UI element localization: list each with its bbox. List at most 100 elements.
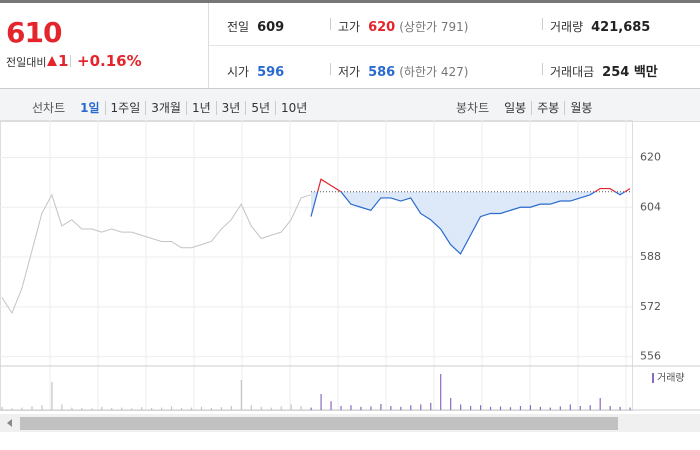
tab-group: 봉차트 일봉 주봉 월봉 xyxy=(456,97,598,116)
volume-bar xyxy=(81,408,83,410)
volume-bar xyxy=(51,382,53,410)
volume-bar xyxy=(370,406,372,410)
tab-label: 선차트 xyxy=(32,101,66,115)
volume-bar xyxy=(320,394,322,410)
price-line xyxy=(1,193,312,315)
volume-bar xyxy=(470,406,472,410)
plot-frame xyxy=(0,120,633,411)
volume-bar xyxy=(489,406,492,410)
volume-bar xyxy=(131,408,133,410)
change-rate: +0.16% xyxy=(77,52,142,70)
volume-bar xyxy=(609,406,611,410)
up-icon xyxy=(47,56,57,66)
info-item: 저가 586 (하한가 427) xyxy=(338,61,468,80)
volume-bar xyxy=(190,407,193,410)
volume-bar xyxy=(61,404,63,410)
volume-bar xyxy=(569,404,571,410)
scroll-thumb[interactable] xyxy=(20,417,618,430)
info-label: 전일 xyxy=(227,20,250,34)
volume-bar xyxy=(519,406,522,410)
volume-bar xyxy=(420,404,422,410)
volume-bar xyxy=(270,407,272,410)
volume-bar xyxy=(220,407,223,410)
info-item: 고가 620 (상한가 791) xyxy=(338,16,468,35)
volume-bar xyxy=(430,402,432,410)
volume-bar xyxy=(539,406,541,410)
change-label: 전일대비 xyxy=(6,56,47,69)
volume-bar xyxy=(450,398,452,410)
volume-bar xyxy=(240,380,242,410)
volume-bar xyxy=(559,406,561,410)
divider xyxy=(208,3,209,88)
volume-bar xyxy=(151,408,153,410)
tab[interactable]: 1주일 xyxy=(104,101,146,115)
volume-bar xyxy=(300,406,302,410)
volume-bar xyxy=(31,406,33,410)
tab[interactable]: 5년 xyxy=(245,101,276,115)
tab[interactable]: 3개월 xyxy=(145,101,186,115)
volume-bar xyxy=(619,406,621,410)
tab-label: 봉차트 xyxy=(456,101,490,115)
volume-bar xyxy=(200,406,203,410)
change: 1 xyxy=(58,52,69,70)
divider xyxy=(330,18,331,30)
tab[interactable]: 3년 xyxy=(215,101,246,115)
volume-bar xyxy=(260,406,262,410)
volume-bar xyxy=(290,404,292,410)
info-label: 시가 xyxy=(227,65,250,79)
volume-bar xyxy=(499,406,502,410)
tab[interactable]: 1년 xyxy=(185,101,216,115)
tab-group: 선차트 1일 1주일 3개월 1년 3년 5년 10년 xyxy=(32,97,313,116)
info-note: (하한가 427) xyxy=(399,65,469,79)
y-tick-label: 588 xyxy=(640,250,661,263)
y-tick-label: 604 xyxy=(640,200,661,213)
scroll-arrow[interactable] xyxy=(7,419,12,427)
volume-bar xyxy=(460,404,462,410)
volume-bar xyxy=(440,374,442,410)
volume-bar xyxy=(579,406,581,410)
tab[interactable]: 주봉 xyxy=(531,101,565,115)
divider xyxy=(70,55,71,67)
volume-bar xyxy=(71,407,73,410)
tab-bar xyxy=(0,88,700,122)
volume-bar xyxy=(509,407,512,410)
info-note: (상한가 791) xyxy=(399,20,469,34)
tab[interactable]: 월봉 xyxy=(564,101,598,115)
info-item: 전일 609 xyxy=(227,16,284,35)
volume-bar xyxy=(549,407,551,410)
volume-bar xyxy=(589,405,591,410)
volume-bar xyxy=(250,405,252,410)
y-tick-label: 620 xyxy=(640,150,661,163)
volume-bar xyxy=(360,406,362,410)
info-label: 저가 xyxy=(338,65,361,79)
top-bar xyxy=(0,0,700,3)
info-label: 거래대금 xyxy=(550,65,595,79)
volume-bar xyxy=(330,401,332,410)
volume-bar xyxy=(479,405,482,410)
volume-bar xyxy=(101,406,103,410)
info-item: 거래대금 254 백만 xyxy=(550,61,658,80)
legend-swatch xyxy=(652,373,654,383)
volume-bar xyxy=(380,404,382,410)
volume-bar xyxy=(390,406,392,410)
volume-bar xyxy=(400,406,402,410)
info-value: 421,685 xyxy=(591,20,651,35)
volume-bar xyxy=(230,406,232,410)
volume-bar xyxy=(599,398,601,410)
volume-bar xyxy=(629,407,631,410)
volume-bar xyxy=(410,405,412,410)
y-tick-label: 572 xyxy=(640,300,661,313)
volume-bar xyxy=(91,408,93,410)
tab[interactable]: 10년 xyxy=(275,101,313,115)
volume-bar xyxy=(529,405,532,410)
tab[interactable]: 일봉 xyxy=(504,101,527,115)
divider xyxy=(542,18,543,30)
volume-bar xyxy=(11,408,13,410)
tab[interactable]: 1일 xyxy=(80,101,100,115)
volume-bar xyxy=(141,407,143,410)
chart: 556 572 588 604 620 거래량 xyxy=(0,120,700,432)
volume-bar xyxy=(210,408,213,410)
volume-bar xyxy=(310,407,312,410)
info-value: 609 xyxy=(257,20,285,35)
volume-bar xyxy=(350,405,352,410)
